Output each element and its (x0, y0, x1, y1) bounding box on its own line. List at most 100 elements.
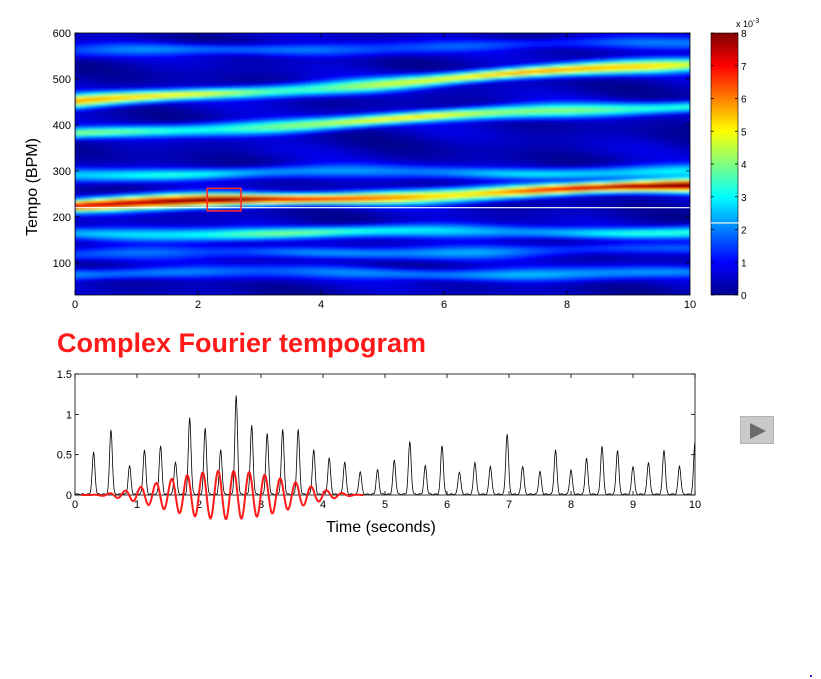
heatmap-cell (249, 233, 256, 237)
heatmap-cell (162, 180, 168, 184)
heatmap-cell (85, 39, 92, 42)
heatmap-cell (228, 114, 235, 118)
heatmap-cell (100, 192, 107, 196)
heatmap-cell (121, 219, 127, 223)
heatmap-cell (75, 37, 81, 40)
heatmap-cell (198, 288, 204, 292)
heatmap-cell (228, 264, 235, 268)
heatmap-cell (162, 139, 168, 143)
heatmap-cell (264, 215, 271, 218)
heatmap-cell (172, 45, 179, 49)
heatmap-cell (182, 57, 189, 61)
heatmap-cell (75, 166, 81, 169)
heatmap-cell (213, 71, 220, 75)
heatmap-cell (198, 245, 204, 249)
heatmap-cell (80, 37, 86, 40)
heatmap-cell (80, 211, 86, 214)
heatmap-cell (259, 65, 266, 69)
heatmap-cell (203, 227, 209, 231)
heatmap-cell (259, 282, 266, 286)
heatmap-cell (254, 106, 261, 110)
heatmap-cell (126, 174, 133, 177)
heatmap-cell (213, 86, 220, 89)
heatmap-cell (100, 90, 107, 94)
heatmap-cell (233, 288, 240, 292)
heatmap-cell (85, 153, 92, 157)
heatmap-cell (162, 90, 168, 94)
heatmap-cell (213, 114, 220, 118)
heatmap-cell (172, 170, 179, 173)
heatmap-cell (218, 164, 225, 167)
heatmap-cell (162, 190, 168, 194)
heatmap-cell (228, 274, 235, 278)
heatmap-cell (172, 164, 179, 167)
heatmap-cell (264, 219, 271, 223)
heatmap-cell (239, 61, 245, 65)
heatmap-cell (182, 139, 189, 143)
heatmap-cell (105, 284, 112, 288)
heatmap-cell (146, 116, 153, 120)
heatmap-cell (223, 86, 230, 89)
heatmap-cell (264, 200, 271, 204)
heatmap-cell (269, 209, 276, 212)
heatmap-cell (198, 147, 204, 151)
heatmap-cell (90, 288, 97, 292)
heatmap-cell (146, 180, 153, 184)
heatmap-cell (198, 272, 204, 276)
heatmap-cell (203, 284, 209, 288)
heatmap-cell (126, 80, 133, 83)
heatmap-cell (198, 231, 204, 235)
heatmap-cell (223, 137, 230, 141)
heatmap-cell (213, 252, 220, 255)
heatmap-cell (244, 155, 250, 159)
heatmap-cell (264, 37, 271, 40)
heatmap-cell (131, 149, 138, 153)
heatmap-cell (192, 186, 199, 190)
heatmap-cell (167, 102, 174, 106)
heatmap-cell (177, 86, 184, 89)
heatmap-cell (85, 182, 92, 186)
heatmap-cell (259, 182, 266, 186)
heatmap-cell (90, 227, 97, 231)
heatmap-cell (172, 245, 179, 249)
heatmap-cell (105, 262, 112, 265)
heatmap-cell (239, 274, 245, 278)
heatmap-cell (192, 231, 199, 235)
heatmap-cell (121, 241, 127, 245)
heatmap-cell (223, 178, 230, 182)
heatmap-cell (269, 186, 276, 190)
heatmap-cell (90, 174, 97, 177)
heatmap-cell (131, 278, 138, 282)
heatmap-cell (141, 63, 148, 67)
heatmap-cell (80, 247, 86, 251)
heatmap-cell (110, 86, 117, 89)
heatmap-cell (85, 35, 92, 38)
heatmap-cell (167, 135, 174, 139)
heatmap-cell (269, 133, 276, 137)
heatmap-cell (218, 178, 225, 182)
heatmap-cell (95, 266, 102, 270)
heatmap-cell (141, 51, 148, 55)
heatmap-cell (172, 186, 179, 190)
heatmap-cell (116, 147, 122, 151)
heatmap-cell (136, 84, 143, 87)
heatmap-cell (198, 243, 204, 247)
heatmap-cell (121, 194, 127, 198)
heatmap-cell (249, 141, 256, 145)
heatmap-cell (131, 129, 138, 132)
heatmap-cell (228, 241, 235, 245)
heatmap-cell (203, 184, 209, 188)
heatmap-cell (192, 262, 199, 265)
heatmap-cell (192, 63, 199, 67)
heatmap-cell (162, 247, 168, 251)
heatmap-cell (162, 217, 168, 220)
heatmap-cell (80, 110, 86, 114)
heatmap-cell (208, 41, 215, 44)
heatmap-cell (264, 137, 271, 141)
heatmap-cell (126, 262, 133, 265)
heatmap-cell (192, 164, 199, 167)
heatmap-cell (162, 176, 168, 180)
heatmap-cell (264, 170, 271, 173)
heatmap-cell (85, 229, 92, 233)
heatmap-cell (85, 268, 92, 272)
